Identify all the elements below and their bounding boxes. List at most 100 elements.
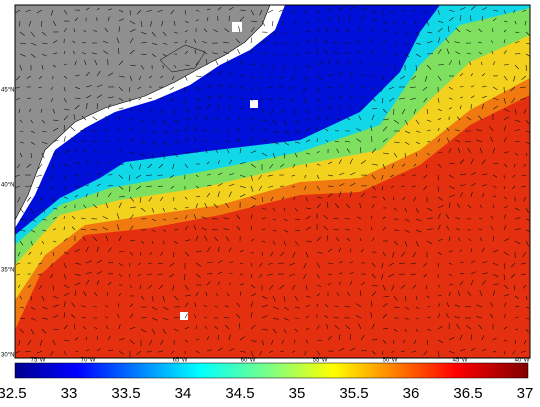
vector <box>151 306 158 311</box>
vector <box>195 185 200 189</box>
vector <box>269 75 274 79</box>
vector <box>107 96 114 99</box>
vector <box>404 119 409 126</box>
vector <box>80 228 87 231</box>
vector <box>129 37 134 44</box>
vector <box>512 174 516 178</box>
land <box>15 5 271 221</box>
vector <box>465 141 472 143</box>
vector <box>305 240 312 243</box>
vector <box>217 94 223 99</box>
vector <box>250 262 253 267</box>
vector <box>333 51 340 55</box>
vector <box>184 206 189 209</box>
vector <box>18 108 21 113</box>
vector <box>371 185 376 191</box>
vector <box>371 27 374 33</box>
vector <box>481 73 486 77</box>
vector <box>162 141 169 146</box>
vector <box>466 325 472 330</box>
lat-label: 35°N <box>1 268 14 274</box>
vector <box>217 246 220 253</box>
vector <box>92 306 98 308</box>
vector <box>259 86 263 90</box>
vector <box>195 203 198 209</box>
vector <box>261 251 263 256</box>
vector <box>40 108 43 113</box>
vector <box>272 152 276 159</box>
vector <box>250 174 253 181</box>
vector <box>195 106 202 110</box>
vector <box>118 262 123 267</box>
vector <box>41 31 47 36</box>
vector <box>107 349 114 352</box>
vector <box>327 235 329 242</box>
vector <box>316 293 321 297</box>
vector <box>225 202 230 209</box>
vector <box>355 314 362 319</box>
vector <box>479 217 483 220</box>
vector <box>63 312 65 319</box>
vector <box>326 116 329 121</box>
vector <box>261 217 266 220</box>
vector <box>382 152 389 155</box>
vector <box>289 262 296 266</box>
vector <box>173 251 175 258</box>
vector <box>514 228 521 231</box>
vector <box>206 184 212 187</box>
vector <box>404 152 407 158</box>
vector <box>503 64 509 66</box>
vector <box>336 117 340 121</box>
vector <box>454 41 461 44</box>
vector <box>162 328 167 334</box>
vector <box>382 313 388 319</box>
vector <box>202 41 208 44</box>
vector <box>151 130 158 134</box>
vector <box>503 9 506 14</box>
vector <box>250 204 256 209</box>
vector <box>83 148 87 154</box>
vector <box>448 17 454 22</box>
vector <box>184 302 189 308</box>
vector <box>170 185 175 190</box>
vector <box>173 42 178 44</box>
vector <box>401 108 406 115</box>
vector <box>283 295 286 302</box>
vector <box>470 271 476 275</box>
vector <box>103 129 109 132</box>
vector <box>392 196 395 201</box>
vector <box>105 235 109 242</box>
vector <box>503 284 509 290</box>
vector <box>195 273 201 278</box>
vector <box>250 251 254 254</box>
vector <box>459 96 464 99</box>
vector <box>195 235 199 242</box>
vector <box>93 29 98 33</box>
vector <box>18 339 21 346</box>
vector <box>437 108 442 112</box>
vector <box>503 137 507 143</box>
vector <box>27 339 32 346</box>
vector <box>382 118 389 121</box>
vector <box>359 237 362 242</box>
vector <box>239 74 245 77</box>
vector <box>26 75 32 79</box>
vector <box>184 313 188 319</box>
vector <box>225 236 230 242</box>
vector <box>63 163 69 168</box>
vector <box>92 116 98 121</box>
vector <box>129 196 135 202</box>
vector <box>349 334 352 341</box>
vector <box>162 306 169 311</box>
vector <box>448 60 453 66</box>
vector <box>338 95 343 99</box>
vector <box>481 193 485 198</box>
vector <box>470 334 472 341</box>
vector <box>157 185 164 188</box>
vector <box>503 350 506 355</box>
vector <box>346 148 351 154</box>
vector <box>151 240 154 245</box>
vector <box>294 207 298 212</box>
vector <box>492 273 499 278</box>
vector <box>371 350 376 355</box>
